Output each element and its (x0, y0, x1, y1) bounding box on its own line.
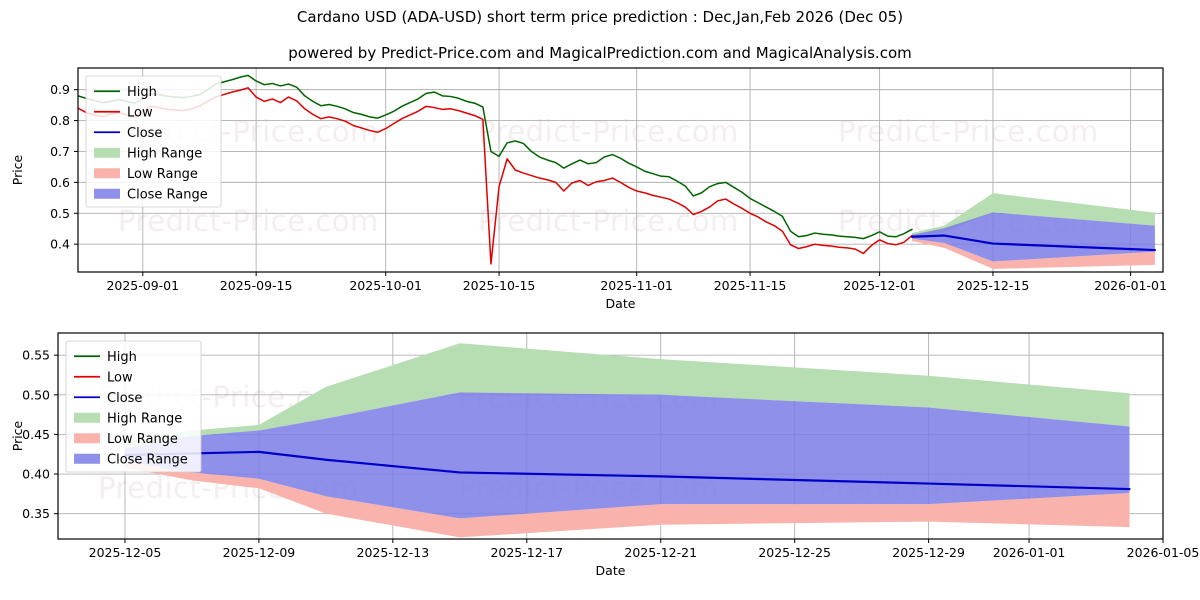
legend-swatch-patch (94, 168, 120, 179)
x-axis-label: Date (606, 296, 636, 311)
x-tick-label: 2025-12-13 (357, 545, 430, 560)
x-tick-label: 2026-01-05 (1127, 545, 1200, 560)
legend-swatch-patch (94, 147, 120, 158)
y-tick-label: 0.45 (22, 427, 50, 442)
legend-item-label: High (127, 85, 157, 100)
legend-swatch-patch (74, 412, 100, 423)
plot-frame (57, 332, 1164, 540)
high-range-band (124, 343, 1130, 449)
close-line (123, 450, 1131, 491)
legend-swatch-patch (74, 433, 100, 444)
legend-swatch-patch (94, 188, 120, 199)
legend: High Low Close High Range Low Range Close Ran… (85, 75, 222, 208)
legend-item-low-range[interactable]: Low Range (74, 432, 178, 447)
legend-item-label: High Range (127, 146, 202, 161)
x-tick-label: 2025-11-15 (714, 278, 787, 293)
legend-item-label: Low (107, 370, 133, 385)
y-axis-label: Price (10, 154, 25, 185)
x-tick-label: 2025-12-09 (223, 545, 296, 560)
x-tick-label: 2025-12-17 (490, 545, 563, 560)
axes: 0.35 0.40 0.45 0.50 0.55 2025-12-05 2025-12-09… (10, 348, 1199, 578)
legend-item-low[interactable]: Low (94, 105, 153, 120)
x-tick-label: 2025-12-01 (843, 278, 916, 293)
x-tick-label: 2025-12-25 (758, 545, 831, 560)
legend-swatch-patch (74, 453, 100, 464)
legend-item-label: High Range (107, 411, 182, 426)
bottom-chart: Predict-Price.comPredict-Price.comPredic… (10, 332, 1199, 578)
legend-item-high-range[interactable]: High Range (74, 411, 182, 426)
high-range-band (911, 193, 1155, 237)
legend-item-low[interactable]: Low (74, 370, 133, 385)
y-tick-label: 0.6 (50, 175, 70, 190)
legend-item-close[interactable]: Close (94, 126, 162, 141)
x-tick-label: 2025-12-29 (892, 545, 965, 560)
watermark-text: Predict-Price.com (478, 114, 739, 148)
legend-item-high[interactable]: High (74, 350, 137, 365)
watermark-text: Predict-Price.com (838, 114, 1099, 148)
legend-item-label: Close Range (127, 187, 208, 202)
low-range-band (124, 461, 1130, 538)
x-tick-label: 2025-12-05 (89, 545, 162, 560)
top-chart: Predict-Price.com Predict-Price.com Predic… (10, 67, 1167, 311)
x-tick-label: 2025-12-21 (624, 545, 697, 560)
plot-frame (77, 67, 1164, 273)
legend-item-close-range[interactable]: Close Range (94, 187, 208, 202)
legend-item-low-range[interactable]: Low Range (94, 167, 198, 182)
page-title: Cardano USD (ADA-USD) short term price p… (296, 8, 904, 26)
page-subtitle: powered by Predict-Price.com and Magical… (288, 44, 912, 62)
close-line (910, 234, 1156, 252)
x-axis-label: Date (596, 563, 626, 578)
legend-item-close[interactable]: Close (74, 391, 142, 406)
x-tick-label: 2026-01-01 (1094, 278, 1167, 293)
low-range-band (911, 238, 1155, 269)
legend-item-label: Close (127, 126, 162, 141)
y-axis-label: Price (10, 420, 25, 451)
legend-item-close-range[interactable]: Close Range (74, 452, 188, 467)
y-tick-label: 0.9 (50, 82, 70, 97)
data-layer (123, 343, 1131, 538)
y-tick-label: 0.55 (22, 348, 50, 363)
x-tick-label: 2026-01-01 (993, 545, 1066, 560)
y-tick-label: 0.5 (50, 206, 70, 221)
close-range-band (124, 392, 1130, 519)
watermark-text: Predict-Price.com (478, 204, 739, 238)
legend-item-high-range[interactable]: High Range (94, 146, 202, 161)
watermark-layer: Predict-Price.com Predict-Price.com Predic… (118, 114, 1099, 238)
watermark-text: Predict-Price.com (118, 204, 379, 238)
y-tick-label: 0.40 (22, 467, 50, 482)
legend-item-label: Close (107, 391, 142, 406)
close-range-band (911, 212, 1155, 262)
x-tick-label: 2025-11-01 (600, 278, 673, 293)
x-tick-label: 2025-10-15 (463, 278, 536, 293)
x-tick-label: 2025-09-01 (106, 278, 179, 293)
legend-item-label: High (107, 350, 137, 365)
y-tick-label: 0.8 (50, 113, 70, 128)
legend-item-label: Low Range (127, 167, 198, 182)
y-tick-label: 0.4 (50, 237, 70, 252)
legend-item-label: Close Range (107, 452, 188, 467)
y-tick-label: 0.35 (22, 506, 50, 521)
x-tick-label: 2025-09-15 (220, 278, 293, 293)
legend: High Low Close High Range Low Range Close Ran… (65, 340, 202, 473)
axes: 0.4 0.5 0.6 0.7 0.8 0.9 2025-09-01 2025-09-15 20… (10, 82, 1167, 311)
x-tick-label: 2025-10-01 (349, 278, 422, 293)
legend-item-label: Low Range (107, 432, 178, 447)
legend-item-label: Low (127, 105, 153, 120)
y-tick-label: 0.50 (22, 387, 50, 402)
legend-item-high[interactable]: High (94, 85, 157, 100)
x-tick-label: 2025-12-15 (957, 278, 1030, 293)
y-tick-label: 0.7 (50, 144, 70, 159)
